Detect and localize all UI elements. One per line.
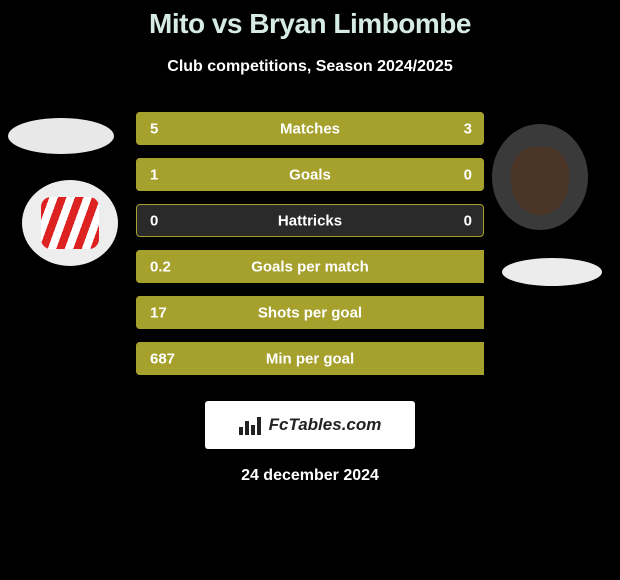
stat-row: Matches 5 3 bbox=[136, 112, 484, 145]
stat-value-player1: 17 bbox=[150, 304, 167, 321]
player1-badge-ellipse bbox=[8, 118, 114, 154]
player1-club-crest bbox=[22, 180, 118, 266]
stat-label: Matches bbox=[280, 120, 340, 137]
stat-row: Goals 1 0 bbox=[136, 158, 484, 191]
stat-label: Goals bbox=[289, 166, 331, 183]
stat-value-player1: 0.2 bbox=[150, 258, 171, 275]
stat-row: Hattricks 0 0 bbox=[136, 204, 484, 237]
player2-name: Bryan Limbombe bbox=[249, 8, 471, 39]
stat-label: Goals per match bbox=[251, 258, 369, 275]
stats-comparison: Matches 5 3 Goals 1 0 Hattricks 0 0 Goals per mat… bbox=[136, 112, 484, 375]
stat-value-player1: 687 bbox=[150, 350, 175, 367]
stat-row: Goals per match 0.2 bbox=[136, 250, 484, 283]
vs-text: vs bbox=[212, 8, 242, 39]
stat-value-player2: 0 bbox=[464, 212, 472, 229]
stat-value-player1: 5 bbox=[150, 120, 158, 137]
stat-value-player1: 0 bbox=[150, 212, 158, 229]
stat-value-player2: 3 bbox=[464, 120, 472, 137]
player1-name: Mito bbox=[149, 8, 205, 39]
stat-label: Min per goal bbox=[266, 350, 354, 367]
brand-chart-icon bbox=[239, 415, 263, 435]
player2-badge-ellipse bbox=[502, 258, 602, 286]
comparison-title: Mito vs Bryan Limbombe bbox=[0, 8, 620, 40]
subtitle: Club competitions, Season 2024/2025 bbox=[0, 58, 620, 76]
stat-label: Hattricks bbox=[278, 212, 342, 229]
stat-row: Shots per goal 17 bbox=[136, 296, 484, 329]
stat-value-player2: 0 bbox=[464, 166, 472, 183]
date-text: 24 december 2024 bbox=[0, 467, 620, 485]
stat-value-player1: 1 bbox=[150, 166, 158, 183]
brand-text: FcTables.com bbox=[269, 415, 382, 435]
player2-avatar bbox=[492, 124, 588, 230]
brand-badge: FcTables.com bbox=[205, 401, 415, 449]
stat-label: Shots per goal bbox=[258, 304, 362, 321]
bar-fill-player1 bbox=[136, 158, 397, 191]
stat-row: Min per goal 687 bbox=[136, 342, 484, 375]
